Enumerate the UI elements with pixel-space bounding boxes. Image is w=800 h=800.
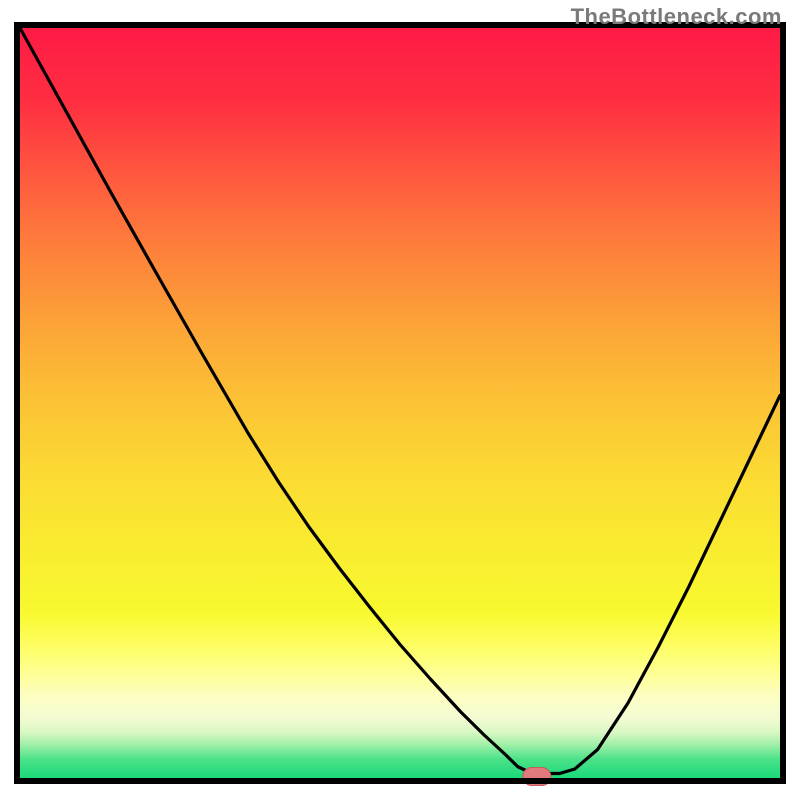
gradient-background [20, 28, 780, 778]
watermark-text: TheBottleneck.com [571, 4, 782, 30]
chart-container: TheBottleneck.com [0, 0, 800, 800]
bottleneck-chart [0, 0, 800, 800]
